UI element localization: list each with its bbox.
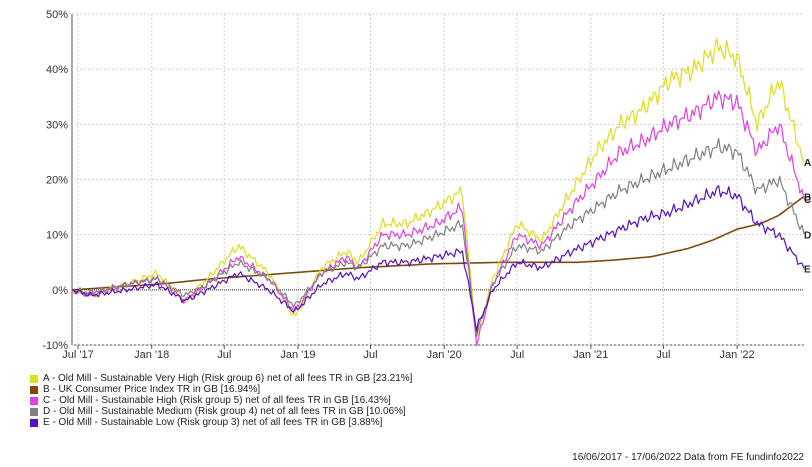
- series-line-a: [71, 37, 805, 338]
- legend-item-a: A - Old Mill - Sustainable Very High (Ri…: [30, 373, 412, 384]
- legend-item-d: D - Old Mill - Sustainable Medium (Risk …: [30, 406, 412, 417]
- legend-swatch-c: [30, 396, 38, 405]
- legend-swatch-e: [30, 418, 38, 427]
- x-axis-ticks: Jul '17 Jan '18 Jul Jan '19 Jul Jan '20 Jul Jan…: [62, 349, 754, 361]
- series-line-e: [71, 185, 805, 332]
- legend-item-c: C - Old Mill - Sustainable High (Risk gr…: [30, 395, 412, 406]
- x-tick-label: Jan '20: [427, 349, 462, 361]
- y-tick-label: 30%: [46, 119, 68, 131]
- legend-label-e: E - Old Mill - Sustainable Low (Risk gro…: [43, 417, 383, 428]
- series-end-label-a: A: [804, 158, 811, 169]
- legend-item-e: E - Old Mill - Sustainable Low (Risk gro…: [30, 417, 412, 428]
- y-tick-label: 50%: [46, 9, 68, 21]
- line-chart: 50%40%30%20%10%0%-10% Jul '17 Jan '18 Jul J…: [42, 9, 811, 361]
- x-tick-label: Jan '18: [134, 349, 169, 361]
- series-end-label-c: C: [804, 195, 811, 206]
- y-tick-label: 40%: [46, 64, 68, 76]
- series-line-b: [71, 195, 805, 291]
- series-line-c: [71, 90, 805, 346]
- x-tick-label: Jul: [363, 349, 377, 361]
- legend-item-b: B - UK Consumer Price Index TR in GB [16…: [30, 384, 412, 395]
- y-tick-label: 10%: [46, 230, 68, 242]
- grid-lines: [71, 13, 804, 349]
- y-tick-label: -10%: [42, 340, 68, 352]
- legend: A - Old Mill - Sustainable Very High (Ri…: [30, 373, 412, 428]
- series-end-label-b: B: [804, 192, 811, 203]
- legend-label-b: B - UK Consumer Price Index TR in GB [16…: [43, 384, 261, 395]
- series-end-label-e: E: [804, 264, 811, 275]
- source-note: 16/06/2017 - 17/06/2022 Data from FE fun…: [572, 452, 804, 463]
- legend-swatch-d: [30, 407, 38, 416]
- legend-label-a: A - Old Mill - Sustainable Very High (Ri…: [43, 373, 413, 384]
- x-tick-label: Jan '19: [280, 349, 315, 361]
- y-tick-label: 20%: [46, 175, 68, 187]
- series-end-labels: B A C D E: [804, 158, 811, 276]
- x-tick-label: Jul: [656, 349, 670, 361]
- series-end-label-d: D: [804, 230, 811, 241]
- y-axis-ticks: 50% 40% 30% 20% 10% 0% -10%: [42, 9, 68, 352]
- legend-swatch-a: [30, 374, 38, 383]
- x-tick-label: Jan '21: [573, 349, 608, 361]
- x-tick-label: Jul: [510, 349, 524, 361]
- series-line-d: [71, 137, 805, 338]
- y-tick-label: 0%: [52, 285, 68, 297]
- x-tick-label: Jan '22: [720, 349, 755, 361]
- x-tick-label: Jul '17: [62, 349, 93, 361]
- legend-swatch-b: [30, 385, 38, 394]
- series-lines: [71, 37, 805, 346]
- x-tick-label: Jul: [217, 349, 231, 361]
- legend-label-c: C - Old Mill - Sustainable High (Risk gr…: [43, 395, 391, 406]
- legend-label-d: D - Old Mill - Sustainable Medium (Risk …: [43, 406, 406, 417]
